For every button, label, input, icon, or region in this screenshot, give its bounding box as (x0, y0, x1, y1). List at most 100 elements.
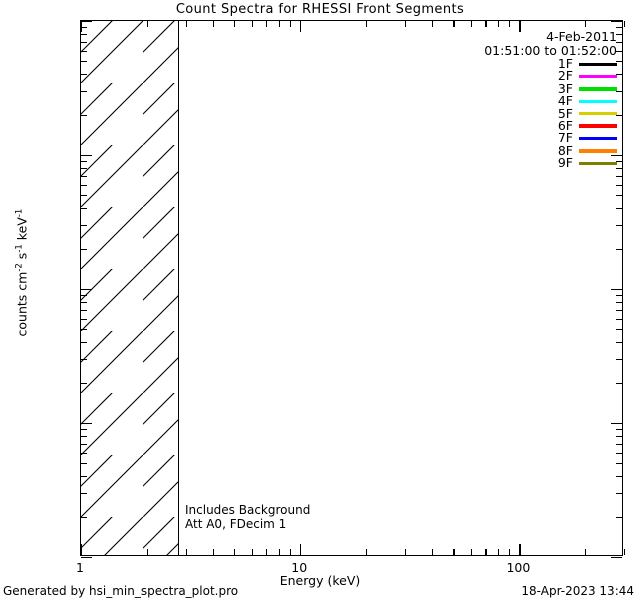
y-minor-tick (81, 50, 87, 52)
y-minor-tick (616, 493, 622, 495)
x-minor-tick (585, 549, 587, 555)
y-major-tick (81, 557, 92, 559)
legend-entry: 3F (440, 80, 625, 96)
y-minor-tick (81, 61, 87, 63)
legend-entry-label: 3F (557, 80, 573, 96)
legend-entry: 4F (440, 94, 625, 107)
y-major-tick (611, 423, 622, 425)
y-minor-tick (616, 195, 622, 197)
x-minor-tick (146, 549, 149, 555)
y-minor-tick (616, 91, 622, 93)
legend-entry: 1F (440, 57, 625, 70)
plot-frame (80, 20, 626, 559)
legend-entry-list: 1F 2F 3F 4F 5F 6F 7F 8F 9F (440, 57, 625, 171)
y-minor-tick (81, 516, 87, 518)
y-axis-title: counts cm-2 s-1 keV-1 (14, 208, 30, 337)
x-major-tick (81, 21, 83, 32)
y-minor-tick (81, 443, 87, 445)
x-minor-tick (234, 549, 236, 555)
y-minor-tick (81, 195, 87, 197)
x-minor-tick (185, 549, 187, 555)
y-minor-tick (81, 429, 87, 431)
x-minor-tick (185, 21, 187, 27)
x-minor-tick (509, 549, 511, 555)
y-minor-tick (616, 74, 622, 76)
excluded-energy-hatch-region (81, 21, 179, 555)
legend-entry-label: 9F (557, 155, 573, 171)
y-minor-tick (81, 114, 87, 116)
x-minor-tick (509, 21, 511, 27)
x-minor-tick (266, 549, 268, 555)
y-minor-tick (616, 463, 622, 465)
legend-time-range: 01:51:00 to 01:52:00 (484, 43, 617, 58)
y-minor-tick (616, 27, 622, 29)
hatch-pattern-icon (81, 21, 179, 555)
y-minor-tick (81, 175, 87, 177)
x-major-tick (519, 544, 521, 555)
y-minor-tick (81, 463, 87, 465)
legend-entry: 2F (440, 69, 625, 82)
page-title: Count Spectra for RHESSI Front Segments (175, 2, 465, 17)
y-minor-tick (616, 161, 622, 163)
x-minor-tick (470, 21, 472, 27)
legend-entry: 9F (440, 155, 625, 171)
y-minor-tick (81, 329, 87, 331)
legend-color-swatch (579, 87, 617, 91)
x-minor-tick (366, 549, 368, 555)
annotation-line-2: Att A0, FDecim 1 (185, 516, 287, 531)
x-minor-tick (470, 549, 472, 555)
y-minor-tick (81, 382, 87, 384)
hatch-boundary-line (177, 21, 179, 555)
y-minor-tick (616, 382, 622, 384)
legend-color-swatch (579, 136, 617, 141)
y-minor-tick (616, 225, 622, 227)
y-minor-tick (616, 443, 622, 445)
y-minor-tick (616, 435, 622, 438)
x-minor-tick (404, 21, 406, 27)
legend-color-swatch (579, 74, 617, 79)
x-minor-tick (404, 549, 406, 555)
y-minor-tick (616, 342, 622, 344)
y-minor-tick (616, 248, 622, 250)
footer-generator-text: Generated by hsi_min_spectra_plot.pro (3, 584, 239, 598)
y-minor-tick (616, 50, 622, 52)
x-minor-tick (278, 549, 281, 555)
y-minor-tick (81, 309, 87, 311)
y-minor-tick (81, 493, 87, 495)
x-minor-tick (585, 21, 587, 27)
y-minor-tick (616, 318, 622, 320)
y-minor-tick (81, 301, 87, 304)
y-major-tick (611, 557, 622, 559)
x-minor-tick (432, 549, 434, 555)
x-minor-tick (266, 21, 268, 27)
y-minor-tick (81, 435, 87, 438)
legend-entry: 7F (440, 131, 625, 144)
legend-entry-label: 8F (557, 142, 573, 158)
y-minor-tick (616, 41, 622, 43)
legend-color-swatch (579, 99, 617, 104)
y-minor-tick (81, 27, 87, 29)
y-minor-tick (81, 161, 87, 163)
legend: 4-Feb-2011 01:51:00 to 01:52:00 1F 2F 3F 4F… (440, 30, 625, 170)
x-minor-tick (624, 21, 626, 27)
y-minor-tick (81, 184, 87, 186)
y-minor-tick (81, 167, 87, 170)
y-minor-tick (81, 452, 87, 454)
y-major-tick (611, 155, 622, 157)
legend-color-swatch (579, 112, 617, 116)
y-minor-tick (616, 309, 622, 311)
x-minor-tick (278, 21, 281, 27)
y-minor-tick (81, 342, 87, 344)
x-minor-tick (498, 549, 500, 555)
y-minor-tick (616, 359, 622, 361)
x-minor-tick (212, 21, 215, 27)
x-minor-tick (234, 21, 236, 27)
x-axis-title: Energy (keV) (279, 573, 361, 588)
y-minor-tick (81, 476, 87, 478)
y-major-tick (611, 21, 622, 23)
x-tick-label: 100 (506, 560, 531, 575)
legend-color-swatch (579, 149, 617, 153)
legend-entry-label: 5F (557, 105, 573, 121)
x-minor-tick (251, 549, 253, 555)
